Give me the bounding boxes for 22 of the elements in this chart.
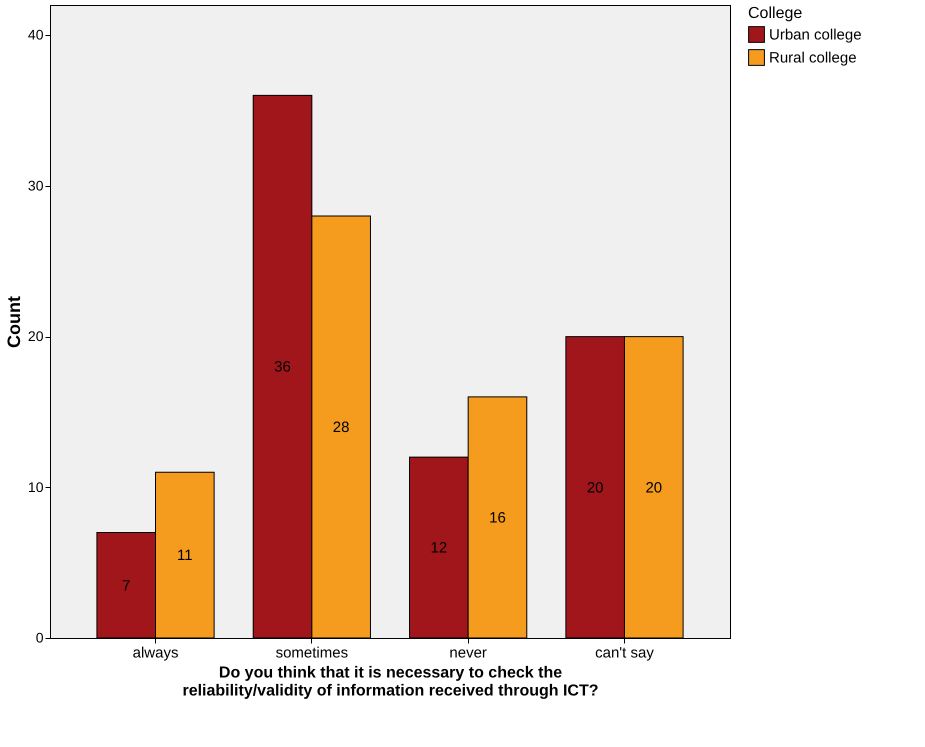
x-tick-label: always	[132, 644, 178, 662]
data-label: 12	[430, 540, 448, 557]
data-label: 16	[489, 509, 506, 526]
y-tick-label: 30	[28, 177, 44, 194]
y-tick-label: 20	[28, 328, 44, 344]
data-label: 11	[177, 547, 193, 564]
y-axis-title: Count	[4, 296, 24, 348]
data-label: 20	[645, 479, 662, 496]
x-axis-title: Do you think that it is necessary to check the reliability/validity of information received through ICT?	[182, 664, 599, 700]
y-tick-label: 40	[28, 26, 44, 43]
y-tick-label: 10	[28, 478, 44, 495]
x-tick-label: can't say	[595, 644, 654, 662]
x-tick-label: never	[449, 644, 487, 662]
data-label: 28	[332, 419, 350, 436]
data-label: 36	[274, 358, 291, 376]
data-label: 7	[122, 577, 130, 594]
legend-label: Rural college	[769, 50, 857, 66]
data-label: 20	[586, 479, 604, 496]
x-tick-label: sometimes	[276, 644, 348, 662]
legend-title: College	[748, 5, 802, 22]
legend-label: Urban college	[769, 26, 862, 44]
y-tick-label: 0	[36, 630, 44, 646]
